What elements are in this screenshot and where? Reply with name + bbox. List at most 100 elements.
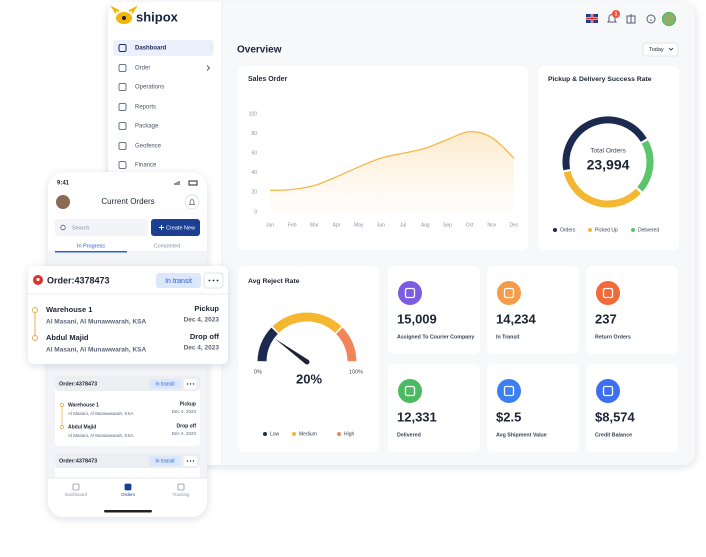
nav-item[interactable]: Dashboard bbox=[65, 483, 88, 497]
nav-label: Orders bbox=[121, 492, 136, 497]
y-tick-label: 80 bbox=[251, 131, 257, 137]
stop-type: Drop off bbox=[177, 423, 197, 429]
tab[interactable]: In Progress bbox=[77, 243, 105, 249]
stop-address: Al Masani, Al Munawwarah, KSA bbox=[46, 319, 146, 326]
stat-icon bbox=[398, 281, 422, 305]
plus-icon bbox=[159, 225, 164, 230]
user-avatar[interactable] bbox=[661, 11, 677, 27]
stat-label: Assigned To Courier Company bbox=[397, 334, 474, 340]
x-tick-label: Mar bbox=[310, 222, 319, 228]
status-icons bbox=[174, 180, 198, 186]
sidebar-item[interactable]: Package bbox=[118, 122, 159, 130]
gauge-segment bbox=[257, 327, 279, 362]
stop-address: Al Masani, Al Munawwarah, KSA bbox=[68, 433, 134, 438]
timeline-dot bbox=[32, 307, 38, 313]
stat-value: 15,009 bbox=[397, 311, 437, 326]
create-button-label: Create New bbox=[166, 225, 195, 231]
stat-icon-glyph bbox=[602, 287, 614, 299]
donut-segment bbox=[562, 116, 647, 171]
chevron bbox=[668, 47, 674, 51]
timeline-dot bbox=[60, 425, 64, 429]
help-icon bbox=[646, 14, 656, 24]
search-placeholder: Search bbox=[72, 225, 89, 231]
stat-icon bbox=[596, 379, 620, 403]
sidebar-item[interactable]: Geofence bbox=[118, 142, 162, 150]
nav-icon bbox=[124, 483, 132, 491]
sidebar-label: Finance bbox=[135, 163, 157, 169]
stat-value: 12,331 bbox=[397, 409, 437, 424]
tab[interactable]: Completed bbox=[154, 243, 181, 249]
more-dot bbox=[192, 383, 195, 385]
x-tick-label: Sep bbox=[443, 222, 452, 228]
nav-label: Tracking bbox=[172, 492, 190, 497]
stat-icon bbox=[398, 379, 422, 403]
create-button[interactable]: Create New bbox=[151, 219, 200, 236]
chart-title: Avg Reject Rate bbox=[248, 278, 300, 285]
nav-item[interactable]: Orders bbox=[121, 483, 136, 497]
stop-date: Dec 4, 2023 bbox=[184, 345, 220, 352]
search-box[interactable]: Search bbox=[55, 219, 148, 236]
nav-item[interactable]: Tracking bbox=[172, 483, 190, 497]
stat-value: $8,574 bbox=[595, 409, 636, 424]
order-card[interactable]: Order:4378473 In transit Warehouse 1 Al Mas… bbox=[55, 376, 200, 446]
x-tick-label: Apr bbox=[333, 222, 341, 228]
order-card-expanded[interactable]: Order:4378473 In transit Warehouse 1 Al Mas… bbox=[28, 266, 228, 364]
stat-value: 14,234 bbox=[496, 311, 537, 326]
sidebar-icon bbox=[118, 83, 127, 91]
status-pill bbox=[156, 273, 201, 288]
stat-label: Credit Balance bbox=[595, 432, 632, 438]
x-tick-label: Oct bbox=[466, 222, 474, 228]
donut-segment bbox=[563, 170, 642, 208]
phone-avatar bbox=[56, 195, 70, 209]
stat-icon-glyph bbox=[503, 287, 515, 299]
legend-label: Delivered bbox=[638, 227, 659, 233]
sidebar-item[interactable]: Order bbox=[118, 64, 211, 72]
more-dot bbox=[189, 383, 192, 385]
stop-date: Dec 4, 2023 bbox=[184, 317, 220, 324]
chart-title: Sales Order bbox=[248, 76, 288, 83]
sidebar-item[interactable]: Dashboard bbox=[118, 44, 167, 52]
phone-bell[interactable] bbox=[184, 194, 200, 210]
legend-label: Orders bbox=[560, 227, 576, 233]
order-card[interactable]: Order:4378473 In transit bbox=[55, 453, 200, 483]
legend-dot bbox=[337, 432, 341, 436]
sidebar-icon bbox=[118, 103, 127, 111]
stat-card-bg bbox=[586, 266, 678, 354]
stat-card: 237 Return Orders bbox=[586, 266, 678, 354]
stat-icon bbox=[497, 379, 521, 403]
legend-label: Medium bbox=[299, 431, 317, 437]
stop-name: Warehouse 1 bbox=[68, 402, 99, 408]
gauge-needle bbox=[274, 338, 309, 365]
order-pin-dot bbox=[36, 277, 40, 282]
date-filter[interactable]: Today bbox=[642, 42, 679, 57]
sidebar-item[interactable]: Finance bbox=[118, 161, 157, 169]
sidebar-item[interactable]: Operations bbox=[118, 83, 164, 91]
date-filter-label: Today bbox=[649, 47, 664, 53]
phone-screen: 9:41 Current Orders Search Create New In Pro… bbox=[48, 180, 207, 517]
stop-address: Al Masani, Al Munawwarah, KSA bbox=[46, 347, 146, 354]
x-tick-label: Jul bbox=[400, 222, 406, 228]
legend-label: High bbox=[344, 431, 355, 437]
stat-label: Avg Shipment Value bbox=[496, 432, 547, 438]
stat-value: 237 bbox=[595, 311, 617, 326]
stat-icon bbox=[497, 281, 521, 305]
nav-label: Dashboard bbox=[65, 492, 88, 497]
logo-eye bbox=[122, 16, 126, 20]
language-flag[interactable] bbox=[586, 14, 598, 23]
stat-icon-glyph bbox=[602, 385, 614, 397]
gauge-value: 20% bbox=[296, 371, 322, 386]
stat-value: $2.5 bbox=[496, 409, 521, 424]
more-dot bbox=[216, 279, 219, 282]
y-tick-label: 60 bbox=[251, 151, 257, 157]
chevron bbox=[206, 65, 211, 71]
sidebar-label: Package bbox=[135, 124, 159, 130]
help[interactable] bbox=[646, 14, 656, 24]
sidebar-item[interactable]: Reports bbox=[118, 103, 156, 111]
stat-card-bg bbox=[388, 266, 480, 354]
notifications[interactable]: 1 bbox=[607, 10, 620, 23]
x-tick-label: Nov bbox=[487, 222, 496, 228]
chart-title: Pickup & Delivery Success Rate bbox=[548, 76, 652, 83]
stat-label: In Transit bbox=[496, 334, 520, 340]
gift[interactable] bbox=[626, 14, 636, 24]
